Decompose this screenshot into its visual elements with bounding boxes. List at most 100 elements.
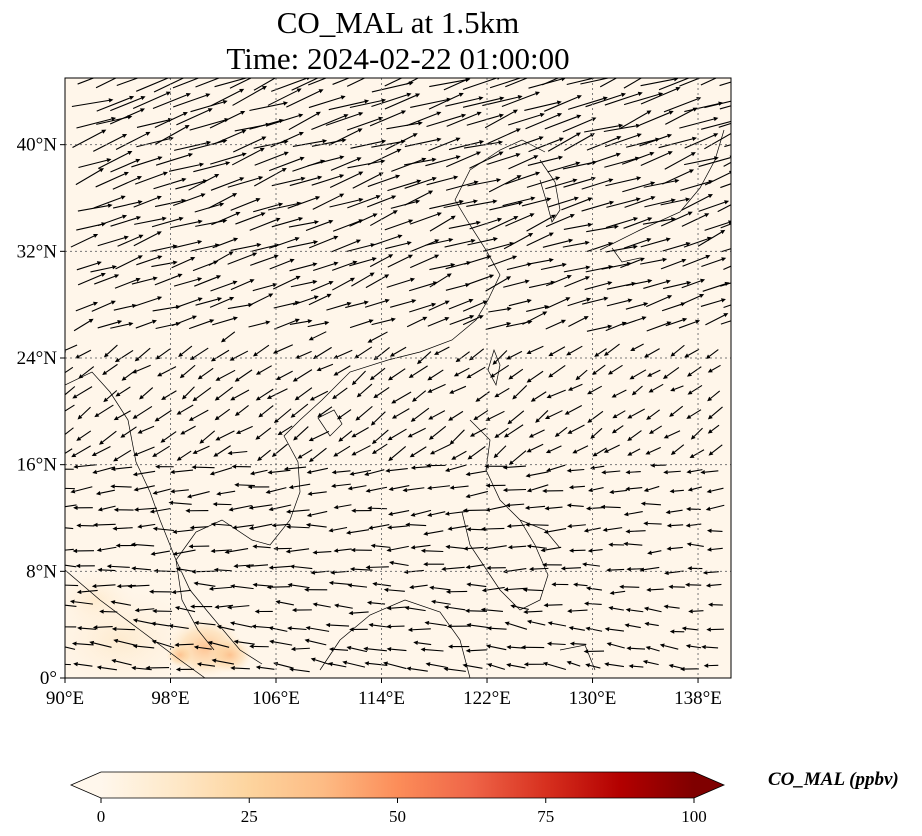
wind-arrow [252,344,270,357]
wind-arrow [623,217,653,229]
wind-arrow [592,447,607,457]
wind-arrow [526,214,557,232]
wind-arrow [95,489,115,496]
wind-arrow [78,366,95,379]
wind-arrow [575,369,588,381]
wind-arrow [505,503,525,508]
wind-arrow [679,78,702,87]
wind-arrow [526,544,547,549]
wind-arrow [233,639,255,645]
wind-arrow [132,91,171,110]
wind-arrow [96,95,135,112]
wind-arrow [102,363,118,376]
korea-coastline [539,159,561,223]
wind-arrow [508,155,539,170]
wind-arrow [626,646,646,651]
wind-arrow [65,366,74,374]
wind-arrow [367,506,388,511]
wind-arrow [658,78,691,91]
wind-arrow [77,626,97,631]
wind-arrow [508,368,524,380]
wind-arrow [65,386,76,396]
wind-arrow [213,445,231,457]
wind-arrow [465,648,488,653]
wind-arrow [371,443,388,455]
wind-arrow [347,195,381,209]
wind-arrow [65,548,74,551]
wind-arrow [92,625,113,630]
wind-arrow [687,384,703,395]
wind-arrow [416,351,432,365]
wind-arrow [65,646,76,650]
wind-arrow [337,409,352,420]
wind-arrow [640,501,661,506]
wind-arrow [72,386,93,399]
wind-arrow [208,586,232,591]
wind-arrow [230,665,250,671]
wind-arrow [234,369,253,382]
wind-arrow [444,464,467,473]
wind-arrow [65,564,77,568]
wind-arrow [608,542,625,547]
wind-arrow [584,123,624,133]
wind-arrow [564,405,583,415]
wind-arrow [70,233,99,248]
wind-arrow [609,590,626,596]
wind-arrow [349,566,373,572]
wind-arrow [127,584,150,589]
wind-arrow [365,486,388,493]
wind-arrow [526,484,549,493]
wind-arrow [73,464,97,469]
wind-arrow [99,609,118,614]
wind-arrow [547,161,581,173]
wind-arrow [590,427,603,439]
wind-arrow [564,133,595,151]
wind-arrow [528,429,545,438]
wind-arrow [332,277,356,291]
indochina-coastline [65,139,546,665]
wind-arrow [333,504,352,510]
wind-arrow [706,487,724,494]
wind-arrow [208,251,234,266]
wind-arrow [682,254,711,267]
wind-arrow [334,603,353,609]
wind-arrow [704,100,731,109]
wind-arrow [581,200,615,212]
wind-arrow [95,78,118,89]
wind-arrow [545,274,572,287]
wind-arrow [526,258,554,266]
wind-arrow [271,176,306,187]
wind-arrow [405,78,420,85]
wind-arrow [427,317,450,327]
wind-arrow [132,405,153,419]
wind-arrow [188,319,215,330]
wind-arrow [96,546,117,553]
wind-arrow [277,425,293,436]
wind-arrow [288,111,321,131]
wind-arrow [111,626,136,632]
wind-arrow [684,133,719,149]
wind-arrow [502,465,526,470]
wind-arrow [603,444,620,453]
wind-arrow [306,467,328,475]
wind-arrow [485,276,512,292]
wind-arrow [660,258,687,270]
wind-arrow [229,350,249,361]
wind-arrow [405,522,427,527]
wind-arrow [195,78,221,88]
wind-arrow [603,343,620,356]
wind-arrow [486,626,507,631]
wind-arrow [631,385,643,396]
wind-arrow [174,642,194,648]
wind-arrow [349,319,374,329]
wind-arrow [659,643,679,650]
wind-arrow [133,485,155,492]
wind-arrow [175,667,195,672]
wind-arrow [171,589,192,595]
wind-arrow [630,343,644,352]
wind-arrow [643,521,662,526]
wind-arrow [607,364,623,375]
wind-arrow [137,523,156,529]
japan-coastline [599,129,725,263]
wind-arrow [149,508,171,514]
